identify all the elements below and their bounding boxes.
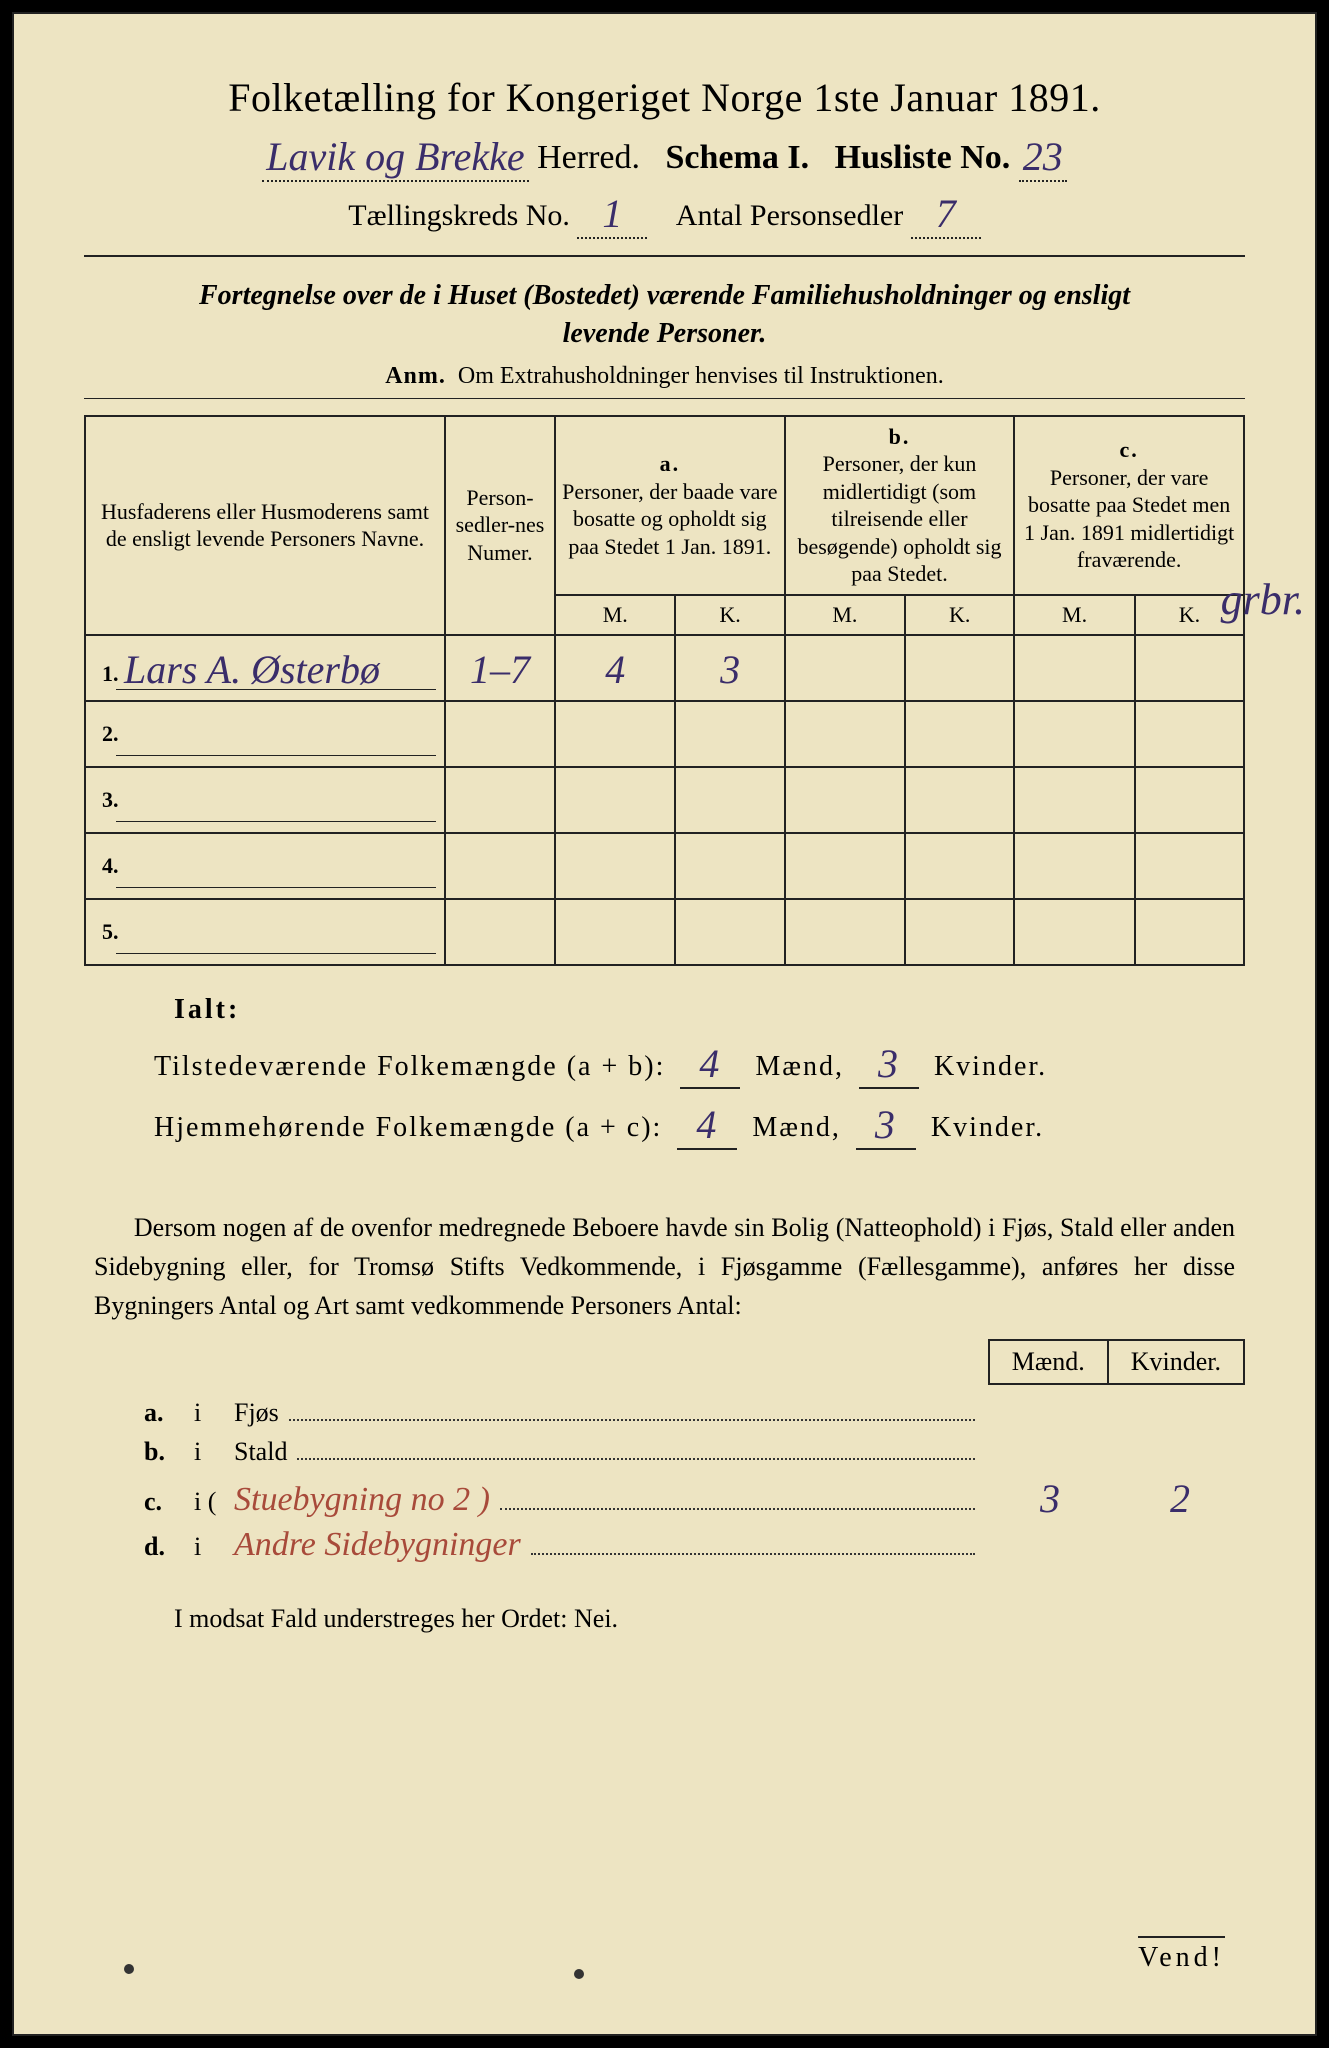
ink-spot: [124, 1964, 134, 1974]
herred-label: Herred.: [537, 139, 640, 176]
c-handwritten: Stuebygning no 2 ): [234, 1481, 490, 1519]
col-b-header: b. Personer, der kun midlertidigt (som t…: [785, 416, 1015, 595]
main-table: Husfaderens eller Husmoderens samt de en…: [84, 415, 1245, 966]
c-k-cell: [1135, 635, 1244, 701]
margin-handwritten: grbr.: [1221, 574, 1305, 625]
col-c-header: c. Personer, der vare bosatte paa Stedet…: [1014, 416, 1244, 595]
hjemme-m: 4: [677, 1101, 737, 1150]
numer-cell: 1–7: [445, 635, 555, 701]
a-k-cell: 3: [675, 635, 784, 701]
tilstede-k: 3: [859, 1040, 919, 1089]
col-numer-header: Person-sedler-nes Numer.: [445, 416, 555, 635]
hjemme-label: Hjemmehørende Folkemængde (a + c):: [154, 1112, 662, 1143]
kreds-label: Tællingskreds No.: [348, 199, 570, 232]
table-row: 5.: [85, 899, 1244, 965]
name-hw: Lars A. Østerbø: [124, 646, 380, 693]
b-k-cell: [905, 635, 1014, 701]
col-a-header: a. Personer, der baade vare bosatte og o…: [555, 416, 785, 595]
fortegnelse-line1: Fortegnelse over de i Huset (Bostedet) v…: [84, 277, 1245, 315]
anm-note: Anm. Om Extrahusholdninger henvises til …: [84, 363, 1245, 390]
name-cell: 1. Lars A. Østerbø: [85, 635, 445, 701]
a-k: K.: [675, 595, 784, 635]
a-m-cell: 4: [555, 635, 675, 701]
d-handwritten: Andre Sidebygninger: [234, 1526, 521, 1564]
table-row: 4.: [85, 833, 1244, 899]
abcd-row-c: c. i ( Stuebygning no 2 ) 3 2: [144, 1473, 1245, 1520]
antal-handwritten: 7: [911, 190, 981, 239]
census-form-page: Folketælling for Kongeriget Norge 1ste J…: [12, 12, 1317, 2036]
abcd-row-b: b. i Stald: [144, 1434, 1245, 1467]
mk-subheader: Mænd. Kvinder.: [84, 1339, 1245, 1385]
header-line-3: Tællingskreds No. 1 Antal Personsedler 7: [84, 188, 1245, 237]
table-row: 3.: [85, 767, 1244, 833]
antal-label: Antal Personsedler: [676, 199, 903, 232]
tilstede-m: 4: [680, 1040, 740, 1089]
rule-1: [84, 255, 1245, 257]
abcd-row-d: d. i Andre Sidebygninger: [144, 1526, 1245, 1564]
fortegnelse-heading: Fortegnelse over de i Huset (Bostedet) v…: [84, 277, 1245, 353]
dersom-paragraph: Dersom nogen af de ovenfor medregnede Be…: [84, 1208, 1245, 1325]
tilstede-line: Tilstedeværende Folkemængde (a + b): 4 M…: [84, 1038, 1245, 1087]
anm-text: Om Extrahusholdninger henvises til Instr…: [458, 363, 944, 389]
c-m-cell: [1014, 635, 1134, 701]
hjemme-line: Hjemmehørende Folkemængde (a + c): 4 Mæn…: [84, 1099, 1245, 1148]
hjemme-k: 3: [856, 1101, 916, 1150]
tilstede-label: Tilstedeværende Folkemængde (a + b):: [154, 1051, 665, 1082]
anm-bold: Anm.: [385, 363, 446, 389]
header-line-2: Lavik og Brekke Herred. Schema I. Huslis…: [84, 131, 1245, 180]
abcd-list: a. i Fjøs b. i Stald c. i ( Stuebygning …: [84, 1395, 1245, 1564]
schema-label: Schema I.: [666, 139, 810, 176]
maend-header: Mænd.: [988, 1339, 1107, 1385]
title: Folketælling for Kongeriget Norge 1ste J…: [84, 74, 1245, 121]
husliste-label: Husliste No.: [835, 139, 1011, 176]
kreds-handwritten: 1: [577, 190, 647, 239]
ialt-label: Ialt:: [84, 994, 1245, 1026]
c-m: 3: [985, 1475, 1115, 1522]
table-row: 2.: [85, 701, 1244, 767]
b-k: K.: [905, 595, 1014, 635]
c-m: M.: [1014, 595, 1134, 635]
b-m: M.: [785, 595, 905, 635]
abcd-row-a: a. i Fjøs: [144, 1395, 1245, 1428]
herred-handwritten: Lavik og Brekke: [262, 133, 528, 182]
table-row: 1. Lars A. Østerbø 1–7 4 3: [85, 635, 1244, 701]
table-header-row-1: Husfaderens eller Husmoderens samt de en…: [85, 416, 1244, 595]
fortegnelse-line2: levende Personer.: [84, 315, 1245, 353]
a-m: M.: [555, 595, 675, 635]
col-name-header: Husfaderens eller Husmoderens samt de en…: [85, 416, 445, 635]
modsat-line: I modsat Fald understreges her Ordet: Ne…: [84, 1604, 1245, 1634]
kvinder-header: Kvinder.: [1107, 1339, 1245, 1385]
b-m-cell: [785, 635, 905, 701]
c-k: 2: [1115, 1475, 1245, 1522]
husliste-handwritten: 23: [1019, 133, 1067, 182]
vend-label: Vend!: [1138, 1936, 1225, 1974]
ink-spot: [574, 1969, 584, 1979]
rule-2: [84, 398, 1245, 399]
